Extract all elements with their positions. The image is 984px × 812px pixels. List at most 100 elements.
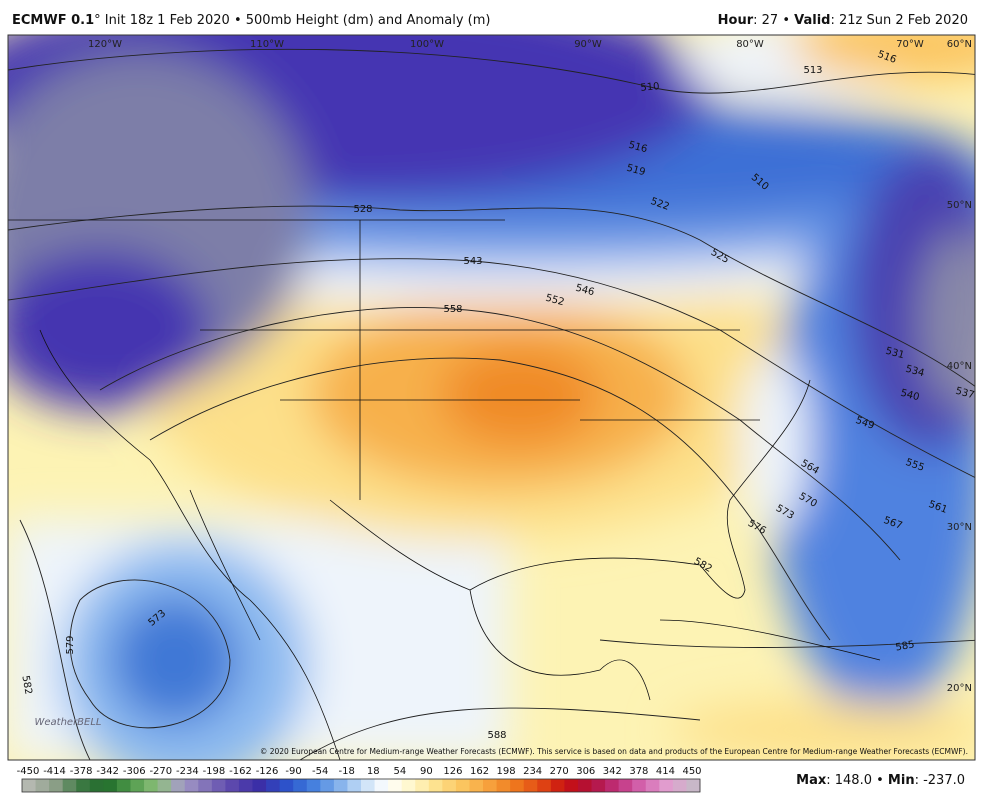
- valid-label: Valid: [794, 13, 830, 28]
- latitude-label: 40°N: [947, 361, 972, 372]
- colorbar-tick-label: -198: [203, 766, 226, 777]
- colorbar-swatch: [659, 779, 674, 792]
- colorbar-tick-label: 126: [443, 766, 462, 777]
- colorbar-swatch: [442, 779, 457, 792]
- colorbar-tick-label: 450: [682, 766, 701, 777]
- contour-label: 540: [899, 388, 920, 404]
- model-name: ECMWF 0.1: [12, 13, 94, 28]
- colorbar-swatch: [550, 779, 565, 792]
- colorbar-swatch: [266, 779, 281, 792]
- contour-label-group: 528: [353, 204, 372, 215]
- colorbar-tick-label: -270: [149, 766, 172, 777]
- colorbar-tick-label: -414: [43, 766, 66, 777]
- colorbar-swatch: [211, 779, 226, 792]
- colorbar-swatch: [618, 779, 633, 792]
- colorbar-swatch: [401, 779, 416, 792]
- colorbar-tick-label: 270: [550, 766, 569, 777]
- contour-label: 534: [904, 364, 925, 380]
- contour-label-group: 510: [640, 81, 660, 94]
- colorbar-swatch: [672, 779, 687, 792]
- height-contours: [8, 48, 975, 760]
- max-value: : 148.0 •: [826, 773, 884, 788]
- contour-label-group: 543: [463, 256, 482, 267]
- contour-label: 552: [544, 293, 565, 309]
- map-frame: [7, 34, 976, 761]
- contour-label: 528: [353, 204, 372, 215]
- colorbar-tick-label: 414: [656, 766, 675, 777]
- colorbar-tick-label: -306: [123, 766, 146, 777]
- longitude-label: 110°W: [250, 39, 284, 50]
- contour-label-group: 531: [884, 346, 905, 362]
- colorbar-tick-label: -162: [229, 766, 252, 777]
- colorbar-swatch: [171, 779, 186, 792]
- colorbar-swatch: [238, 779, 254, 792]
- colorbar-swatch: [605, 779, 620, 792]
- contour-label-group: 513: [803, 65, 822, 76]
- colorbar-tick-label: -450: [17, 766, 40, 777]
- contour-label: 543: [463, 256, 482, 267]
- colorbar-swatch: [76, 779, 91, 792]
- hour-label: Hour: [718, 13, 754, 28]
- colorbar-swatch: [184, 779, 199, 792]
- colorbar-swatch: [279, 779, 294, 792]
- longitude-label: 120°W: [88, 39, 122, 50]
- colorbar-tick-label: 342: [603, 766, 622, 777]
- colorbar-swatch: [89, 779, 104, 792]
- coastlines: [8, 219, 881, 760]
- colorbar-tick-label: -342: [96, 766, 119, 777]
- colorbar-swatch: [483, 779, 498, 792]
- colorbar-swatch: [306, 779, 321, 792]
- colorbar-swatch: [252, 779, 267, 792]
- min-label: Min: [888, 773, 915, 788]
- contour-label-group: 558: [443, 304, 462, 315]
- colorbar-tick-label: -126: [256, 766, 279, 777]
- title-text: ° Init 18z 1 Feb 2020 • 500mb Height (dm…: [94, 13, 490, 28]
- colorbar-swatch: [537, 779, 552, 792]
- contour-label: 579: [65, 635, 76, 654]
- contour-label-group: 552: [544, 293, 565, 309]
- colorbar-swatch: [333, 779, 348, 792]
- contour-label: 513: [803, 65, 822, 76]
- contour-label-group: 540: [899, 388, 920, 404]
- colorbar-swatch: [496, 779, 511, 792]
- colorbar-swatch: [523, 779, 538, 792]
- logo: WeatherBELL: [34, 717, 101, 728]
- colorbar-tick-label: 162: [470, 766, 489, 777]
- colorbar-swatch: [103, 779, 118, 792]
- contour-label-group: 588: [487, 730, 506, 741]
- map: [8, 35, 975, 760]
- colorbar-swatch: [469, 779, 484, 792]
- colorbar-swatch: [116, 779, 131, 792]
- colorbar-swatch: [428, 779, 443, 792]
- colorbar-swatch: [347, 779, 362, 792]
- contour-label: 519: [625, 163, 646, 179]
- valid-value: : 21z Sun 2 Feb 2020: [830, 13, 968, 28]
- contour-label-group: 519: [625, 163, 646, 179]
- colorbar-swatch: [632, 779, 647, 792]
- colorbar-tick-label: 18: [367, 766, 380, 777]
- colorbar-swatch: [415, 779, 430, 792]
- colorbar-swatch: [686, 779, 701, 792]
- colorbar-swatch: [645, 779, 660, 792]
- longitude-label: 70°W: [896, 39, 924, 50]
- min-value: : -237.0: [915, 773, 965, 788]
- contour-label-group: 582: [19, 675, 33, 696]
- longitude-label: 100°W: [410, 39, 444, 50]
- contour-label: 585: [895, 639, 916, 653]
- longitude-label: 90°W: [574, 39, 602, 50]
- contour-label: 537: [954, 386, 975, 402]
- colorbar-tick-label: -90: [285, 766, 301, 777]
- max-label: Max: [796, 773, 827, 788]
- contour-label: 516: [627, 140, 648, 156]
- colorbar-tick-label: 54: [393, 766, 406, 777]
- colorbar-tick-label: -18: [339, 766, 355, 777]
- contour-label: 546: [574, 283, 595, 299]
- colorbar-swatch: [591, 779, 606, 792]
- contour-label-group: 546: [574, 283, 595, 299]
- anomaly-field: [8, 35, 975, 760]
- colorbar-swatch: [157, 779, 172, 792]
- contour-label-group: 516: [627, 140, 648, 156]
- colorbar-swatch: [388, 779, 403, 792]
- colorbar-swatch: [35, 779, 50, 792]
